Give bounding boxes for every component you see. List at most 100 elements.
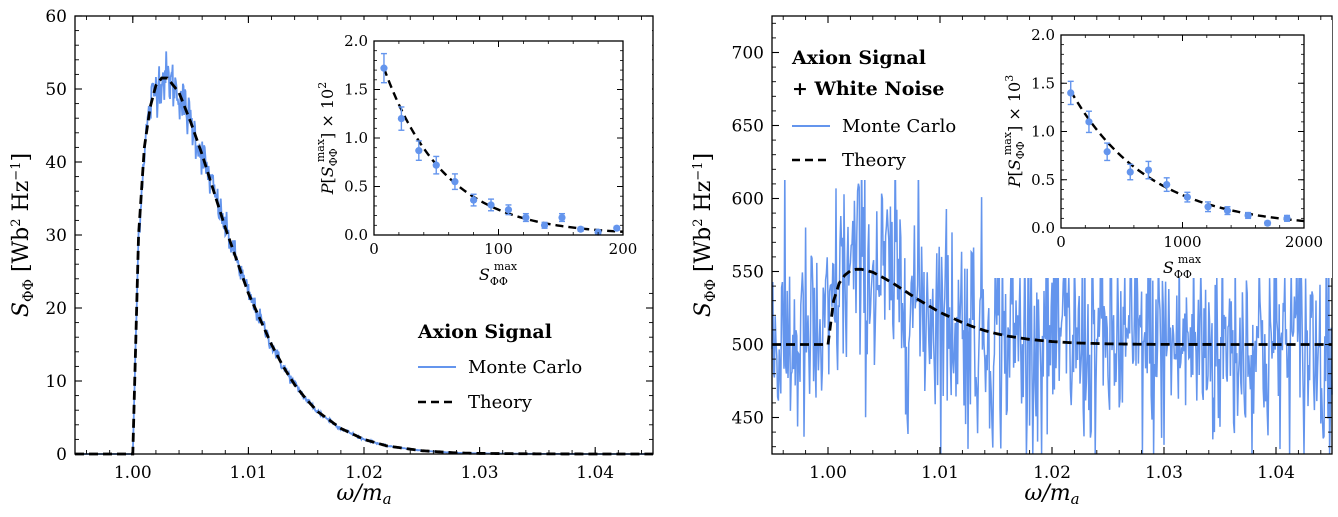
- left-x-ticks: 1.0 0 1.01 1.02 1.03 1.04: [86, 16, 642, 483]
- right-ytick-label: 550: [732, 263, 764, 283]
- right-inset-data-point: [1103, 148, 1111, 156]
- left-inset-xtick-label: 0: [369, 240, 379, 258]
- right-theory-line: [772, 267, 1332, 346]
- right-inset-frame: [1060, 34, 1305, 229]
- left-legend-title: Axion Signal: [417, 321, 552, 343]
- right-xtick-label: 1.02: [1033, 463, 1071, 483]
- left-ytick-label: 60: [45, 7, 67, 27]
- left-inset-xtick-label: 200: [609, 240, 638, 258]
- left-inset-ytick-label: 0.0: [344, 226, 368, 244]
- left-inset-data-point: [451, 178, 459, 186]
- right-inset-data-point: [1067, 89, 1075, 97]
- right-inset-xtick-label: 1000: [1163, 233, 1201, 251]
- right-inset-data-point: [1244, 211, 1252, 220]
- right-legend-mc-label: Monte Carlo: [842, 116, 956, 137]
- left-xtick-label: 1.02: [345, 463, 383, 483]
- right-inset-data-point: [1283, 214, 1291, 222]
- right-inset-data-point: [1263, 219, 1272, 227]
- left-legend: Axion Signal Monte Carlo Theory: [417, 321, 582, 413]
- left-inset-data-point: [487, 201, 495, 209]
- right-ytick-label: 700: [732, 44, 764, 64]
- left-inset-ytick-label: 1.5: [344, 81, 368, 99]
- right-inset-points: [1067, 80, 1291, 227]
- right-inset-ytick-label: 1.0: [1031, 123, 1055, 141]
- right-inset-data-point: [1223, 207, 1232, 215]
- right-y-axis-label: SΦΦ [Wb2 Hz−1]: [691, 153, 719, 317]
- right-xtick-label: 1.03: [1145, 463, 1183, 483]
- right-panel: 1.00 1.01 1.02 1.03 1.04 450500550600650700 …: [691, 15, 1333, 508]
- right-xtick-label: 1.00: [809, 463, 847, 483]
- right-inset-ytick-label: 0.0: [1031, 219, 1055, 237]
- right-ytick-label: 500: [732, 336, 764, 356]
- left-legend-theory-label: Theory: [468, 392, 533, 413]
- left-ytick-label: 40: [45, 153, 67, 173]
- right-inset-data-point: [1183, 193, 1191, 201]
- left-inset-background: [300, 20, 652, 280]
- left-inset-data-point: [470, 196, 478, 204]
- left-inset-ytick-label: 1.0: [344, 129, 368, 147]
- left-inset-data-point: [397, 115, 405, 123]
- right-inset-x-ticks: 0 1000 2000: [1056, 35, 1323, 251]
- right-ytick-label: 650: [732, 117, 764, 137]
- right-inset-xtick-label: 2000: [1285, 233, 1323, 251]
- right-inset-ytick-label: 0.5: [1031, 171, 1055, 189]
- right-legend-title-line2: + White Noise: [792, 78, 944, 100]
- right-inset-data-point: [1085, 118, 1093, 126]
- left-inset-data-point: [380, 64, 388, 72]
- left-ytick-label: 50: [45, 80, 67, 100]
- right-inset-background: [990, 20, 1332, 278]
- left-y-axis-label: SΦΦ [Wb2 Hz−1]: [9, 153, 37, 317]
- right-xtick-label: 1.04: [1257, 463, 1295, 483]
- right-x-axis-label: ω/ma: [1024, 481, 1079, 508]
- right-x-ticks: 1.00 1.01 1.02 1.03 1.04: [782, 16, 1322, 483]
- right-inset-data-point: [1126, 168, 1134, 176]
- right-inset-data-point: [1144, 166, 1153, 174]
- left-inset-data-point: [558, 213, 566, 222]
- right-monte-carlo-series: [771, 148, 1333, 455]
- right-inset: 0 1000 2000 0.00.51.01.52.0 SΦΦmax P[SΦΦma…: [990, 20, 1332, 281]
- left-ytick-label: 20: [45, 299, 67, 319]
- right-xtick-label: 1.01: [921, 463, 959, 483]
- left-xtick-label: 1.01: [229, 463, 267, 483]
- left-theory-line: [75, 76, 653, 456]
- left-inset-y-label: P[SΦΦmax] × 102: [314, 82, 340, 195]
- left-inset-frame: [373, 40, 624, 236]
- left-inset-xtick-label: 100: [484, 240, 513, 258]
- left-xtick-label: 1.04: [576, 463, 614, 483]
- right-inset-data-point: [1163, 180, 1171, 189]
- right-inset-y-label: P[SΦΦmax] × 103: [1001, 75, 1027, 188]
- right-legend-title-line1: Axion Signal: [791, 47, 926, 69]
- left-inset: 0 100 200 0.00.51.01.52.0 SΦΦmax P[SΦΦmax]…: [300, 20, 652, 288]
- left-inset-data-point: [540, 221, 549, 229]
- left-inset-points: [380, 52, 621, 236]
- left-inset-y-ticks: 0.0 0.5 1.0 1.5 2.0: [344, 32, 623, 244]
- right-inset-ytick-label: 1.5: [1031, 74, 1055, 92]
- left-ytick-label: 0: [56, 445, 67, 465]
- right-inset-data-point: [1204, 203, 1212, 211]
- right-theory-series: [772, 267, 1332, 346]
- right-monte-carlo-line: [771, 148, 1333, 455]
- right-legend-theory-label: Theory: [842, 150, 907, 171]
- right-inset-xtick-label: 0: [1056, 233, 1066, 251]
- left-theory-series: [75, 76, 653, 456]
- left-inset-ytick-label: 0.5: [344, 178, 368, 196]
- right-ytick-label: 450: [732, 409, 764, 429]
- left-inset-ytick-label: 2.0: [344, 32, 368, 50]
- right-ytick-label: 600: [732, 190, 764, 210]
- left-inset-data-point: [577, 225, 585, 233]
- left-ytick-label: 30: [45, 226, 67, 246]
- left-inset-data-point: [522, 213, 530, 222]
- left-inset-data-point: [613, 224, 621, 232]
- left-xtick-label: 1.03: [461, 463, 499, 483]
- left-ytick-label: 10: [45, 372, 67, 392]
- left-inset-data-point: [432, 161, 440, 169]
- left-x-axis-label: ω/ma: [336, 481, 391, 508]
- left-inset-data-point: [415, 147, 423, 155]
- left-legend-mc-label: Monte Carlo: [468, 357, 582, 378]
- right-legend: Axion Signal + White Noise Monte Carlo T…: [784, 38, 984, 180]
- left-plot-frame: [74, 15, 654, 455]
- right-inset-ytick-label: 2.0: [1031, 26, 1055, 44]
